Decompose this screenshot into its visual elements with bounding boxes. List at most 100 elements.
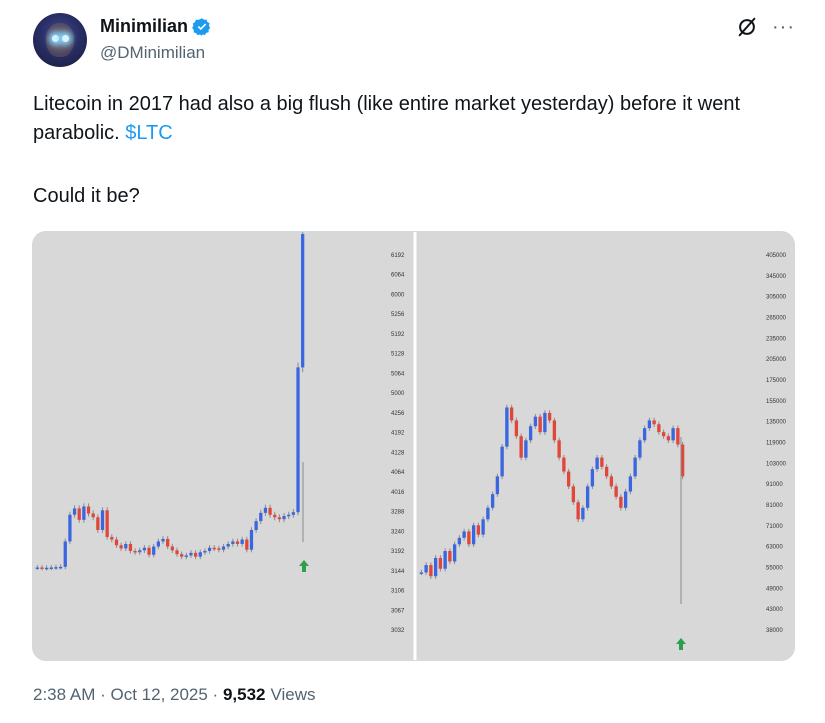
left-candle-body [138, 550, 142, 553]
left-candle-body [45, 567, 49, 570]
right-candle-body [500, 446, 504, 477]
left-candle-body [68, 514, 72, 542]
left-candle-body [128, 543, 133, 551]
right-y-tick-label: 345000 [766, 274, 787, 280]
left-y-tick-label: 3144 [391, 569, 405, 575]
left-candle-body [156, 541, 160, 547]
right-candle-body [671, 428, 675, 441]
left-candle-body [133, 550, 137, 553]
right-candle-body [467, 531, 471, 545]
right-y-tick-label: 81000 [766, 503, 783, 509]
right-y-tick-label: 205000 [766, 357, 787, 363]
left-candle-body [235, 541, 240, 544]
right-candle-body [528, 426, 533, 441]
left-candle-body [119, 545, 123, 549]
left-candle-body [77, 508, 81, 520]
right-candle-body [471, 525, 476, 545]
right-candle-body [486, 507, 490, 520]
left-candle-body [114, 539, 119, 546]
right-y-tick-label: 175000 [766, 378, 787, 384]
grok-icon[interactable] [736, 16, 758, 38]
right-candle-body [424, 565, 428, 573]
left-y-tick-label: 5192 [391, 332, 405, 338]
right-candle-body [571, 486, 576, 503]
author-display-name[interactable]: Minimilian [100, 16, 189, 36]
left-candle-body [189, 552, 193, 556]
right-y-tick-label: 49000 [766, 586, 783, 592]
candlestick-comparison-chart: 6192 6064 6000 5256 5192 5128 5064 5000 4256 4192… [33, 232, 794, 660]
left-candle-body [105, 510, 109, 537]
right-candle-body [438, 557, 443, 569]
left-candle-body [301, 234, 305, 368]
left-y-tick-label: 5128 [391, 352, 405, 358]
left-candle-body [152, 546, 156, 555]
right-candle-body [628, 476, 633, 492]
right-y-tick-label: 71000 [766, 524, 783, 530]
right-candle-body [595, 457, 599, 470]
left-y-tick-label: 6192 [391, 253, 405, 259]
left-candle-body [166, 538, 170, 547]
avatar[interactable] [33, 13, 87, 67]
left-candle-body [296, 367, 300, 513]
right-up-arrow-icon [676, 638, 686, 650]
right-candle-body [666, 436, 671, 441]
right-candle-body [661, 432, 666, 437]
right-candle-body [557, 440, 561, 458]
right-y-tick-label: 305000 [766, 295, 787, 301]
right-candle-body [533, 416, 538, 427]
meta-separator: · [95, 685, 111, 704]
right-candle-body [429, 565, 433, 577]
right-candle-body [585, 486, 590, 508]
right-candle-body [462, 531, 466, 538]
right-candle-body [652, 420, 656, 425]
left-y-tick-label: 4256 [391, 411, 405, 417]
right-candle-body [448, 551, 452, 562]
left-candle-body [245, 539, 249, 550]
right-candle-body [547, 412, 552, 421]
more-icon[interactable]: ··· [772, 16, 795, 38]
left-candle-body [72, 508, 77, 515]
right-y-tick-label: 235000 [766, 336, 787, 342]
right-candle-body [600, 457, 604, 467]
left-y-tick-label: 5256 [391, 312, 405, 318]
tweet-date[interactable]: Oct 12, 2025 [110, 685, 208, 704]
tweet-meta: 2:38 AM · Oct 12, 2025 · 9,532 Views [33, 685, 316, 705]
right-y-tick-label: 55000 [766, 566, 783, 572]
right-candle-body [642, 428, 647, 441]
right-y-tick-label: 265000 [766, 316, 787, 322]
left-y-tick-label: 6000 [391, 292, 405, 298]
author-handle[interactable]: @DMinimilian [100, 43, 206, 62]
right-y-tick-label: 155000 [766, 399, 787, 405]
left-candle-body [49, 567, 53, 569]
left-candle-body [198, 552, 202, 557]
left-candle-body [217, 548, 221, 550]
verified-badge-icon [192, 17, 211, 36]
right-candle-body [604, 466, 609, 477]
left-candle-body [282, 516, 286, 520]
left-candle-body [96, 517, 100, 530]
right-candle-body [509, 407, 514, 421]
tweet-media-image[interactable]: 6192 6064 6000 5256 5192 5128 5064 5000 4256 4192… [32, 231, 795, 661]
meta-separator-2: · [207, 685, 223, 704]
left-y-tick-label: 4016 [391, 490, 405, 496]
tweet-time[interactable]: 2:38 AM [33, 685, 96, 704]
left-y-tick-label: 4064 [391, 470, 405, 476]
left-candle-body [86, 506, 91, 514]
left-candle-body [221, 546, 226, 550]
left-candle-body [287, 514, 291, 517]
right-candle-body [590, 469, 595, 487]
right-panel-bg [417, 232, 794, 660]
right-candle-body [680, 444, 685, 477]
right-candle-body [581, 507, 585, 520]
cashtag-link[interactable]: $LTC [125, 122, 173, 144]
right-candle-body [490, 494, 495, 508]
left-y-tick-label: 3288 [391, 510, 405, 516]
left-candle-body [226, 543, 230, 547]
left-candle-body [291, 512, 295, 515]
left-candle-body [207, 547, 212, 551]
left-y-tick-label: 4128 [391, 450, 405, 456]
tweet-question: Could it be? [33, 185, 140, 207]
left-candle-body [175, 550, 179, 555]
left-candle-body [142, 547, 147, 551]
left-candle-body [184, 555, 188, 557]
